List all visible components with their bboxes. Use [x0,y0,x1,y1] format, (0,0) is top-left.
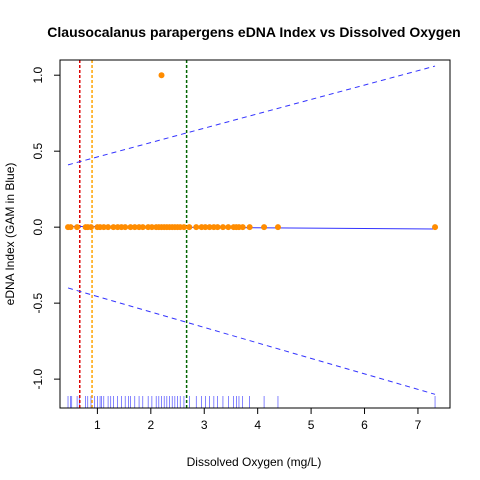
data-point [202,224,209,231]
data-point [67,224,74,231]
data-point [180,224,187,231]
x-tick-label: 4 [254,418,261,432]
y-axis: -1.0 -0.5 0.0 0.5 1.0 [31,67,60,389]
x-axis: 1 2 3 4 5 6 7 [94,408,422,432]
data-point [87,224,94,231]
y-tick-label: -0.5 [31,292,45,313]
data-point [186,224,193,231]
data-point [139,224,146,231]
y-tick-label: 1.0 [31,67,45,84]
data-point [219,224,226,231]
x-tick-label: 1 [94,418,101,432]
data-point [148,224,155,231]
data-point [206,224,213,231]
data-point [122,224,129,231]
data-point [158,72,165,79]
y-axis-label: eDNA Index (GAM in Blue) [3,163,17,306]
data-point [110,224,117,231]
data-point [127,224,134,231]
chart-title: Clausocalanus parapergens eDNA Index vs … [47,24,460,40]
x-axis-label: Dissolved Oxygen (mg/L) [187,455,322,469]
x-tick-label: 6 [361,418,368,432]
confidence-lower-line [67,287,436,395]
y-tick-label: 0.0 [31,218,45,235]
y-tick-label: -1.0 [31,368,45,389]
data-point [261,224,268,231]
data-point [214,224,221,231]
data-point [239,224,246,231]
plot-frame [59,59,451,409]
data-point [100,224,107,231]
data-point [225,224,232,231]
data-point [131,224,138,231]
data-point [193,224,200,231]
data-point [74,224,81,231]
data-point [105,224,112,231]
data-point [246,224,253,231]
plot-area [65,60,439,408]
y-tick-label: 0.5 [31,143,45,160]
data-point [432,224,439,231]
x-tick-label: 7 [415,418,422,432]
x-tick-label: 3 [201,418,208,432]
confidence-upper-line [67,65,436,166]
x-tick-label: 2 [147,418,154,432]
x-tick-label: 5 [308,418,315,432]
data-point [274,224,281,231]
